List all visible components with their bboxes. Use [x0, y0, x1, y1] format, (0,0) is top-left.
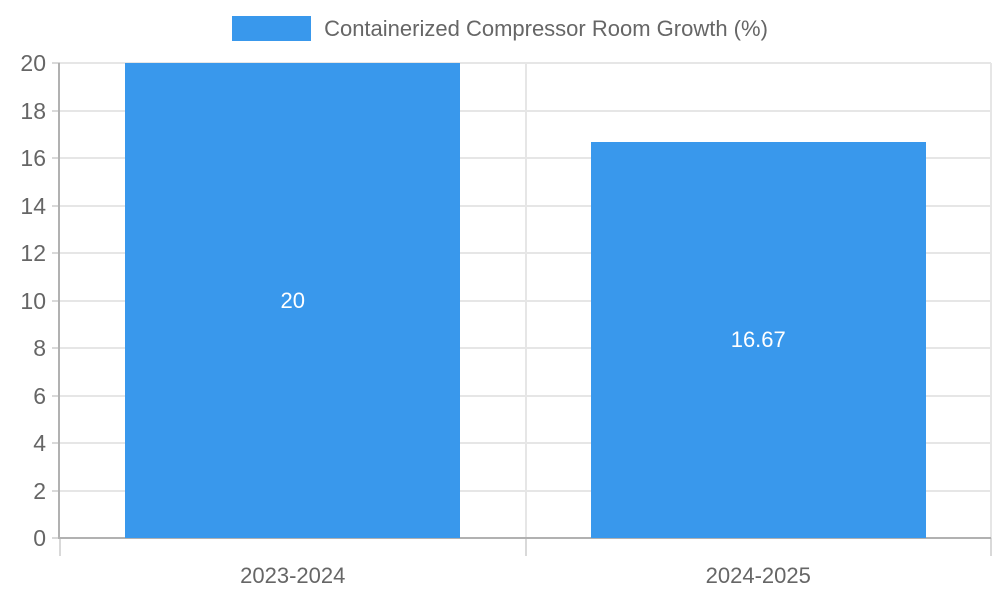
legend-item[interactable]: Containerized Compressor Room Growth (%) [232, 16, 768, 41]
bar[interactable]: 16.67 [590, 142, 926, 538]
x-gridline [524, 63, 527, 538]
x-tick-label: 2024-2025 [705, 563, 811, 588]
x-tick-mark [524, 538, 527, 556]
y-tick-label: 8 [33, 335, 46, 361]
y-tick-mark [52, 252, 60, 254]
y-tick-label: 14 [20, 192, 46, 219]
x-axis-line [58, 537, 991, 539]
y-tick-mark [52, 347, 60, 349]
y-tick-label: 0 [33, 525, 46, 551]
bar-value-label: 16.67 [730, 327, 786, 353]
y-tick-mark [52, 157, 60, 159]
y-tick-label: 12 [20, 240, 46, 266]
y-tick-mark [52, 109, 60, 112]
y-tick-label: 16 [20, 145, 46, 171]
x-tick-mark [59, 538, 61, 556]
chart-legend: Containerized Compressor Room Growth (%) [0, 16, 1000, 41]
y-tick-label: 2 [33, 477, 46, 504]
y-tick-label: 6 [33, 382, 46, 409]
y-axis-line [58, 63, 60, 538]
y-tick-mark [52, 299, 60, 302]
bar-value-label: 20 [280, 287, 305, 313]
y-tick-label: 4 [33, 430, 46, 456]
y-tick-label: 18 [20, 97, 46, 124]
x-tick-mark [990, 538, 992, 556]
y-tick-mark [52, 394, 60, 397]
x-tick-label: 2023-2024 [240, 563, 346, 588]
y-tick-mark [52, 489, 60, 492]
legend-swatch-icon [232, 16, 312, 41]
bar[interactable]: 20 [125, 63, 461, 538]
y-tick-mark [52, 537, 60, 539]
y-tick-mark [52, 442, 60, 444]
y-tick-mark [52, 204, 60, 207]
x-gridline [990, 63, 992, 538]
y-tick-mark [52, 62, 60, 64]
y-tick-label: 20 [20, 50, 46, 76]
y-tick-label: 10 [20, 287, 46, 314]
legend-label: Containerized Compressor Room Growth (%) [324, 16, 768, 41]
